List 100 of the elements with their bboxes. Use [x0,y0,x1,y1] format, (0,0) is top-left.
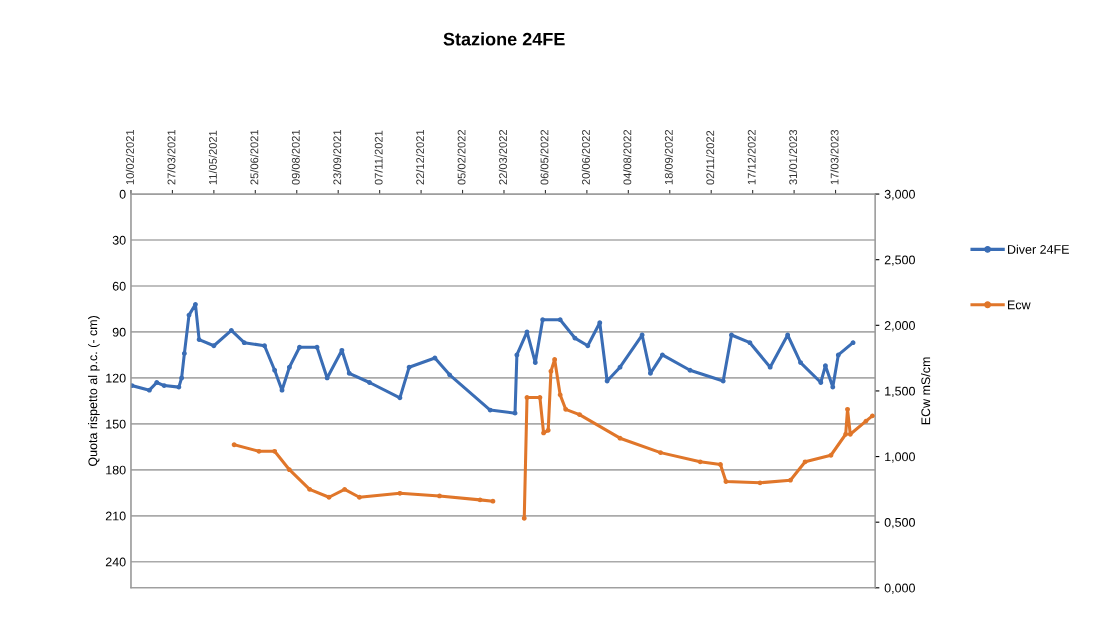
point [196,337,202,343]
point [241,340,247,346]
point [659,352,665,358]
x-tick-label: 07/11/2021 [374,130,383,185]
x-tick-label: 06/05/2022 [540,129,549,185]
y-tick-label: 240 [105,557,126,567]
y-tick-label: 180 [106,465,126,475]
x-tick-label: 27/03/2021 [167,129,176,185]
point [346,370,352,376]
y2-tick-label: 0,000 [884,583,915,594]
point [639,332,645,338]
point [524,395,530,400]
point [286,467,292,473]
point [211,343,217,349]
point [512,410,518,416]
y-axis-title: Quota rispetto al p.c. (- cm) [88,315,100,467]
point [307,486,313,492]
x-tick-label: 18/09/2022 [664,129,673,185]
point [572,335,578,341]
x-tick-label: 17/12/2022 [747,129,756,185]
point [532,360,538,366]
x-tick-label: 05/02/2022 [457,129,466,185]
point [830,384,836,390]
point [540,317,546,323]
point [869,413,875,419]
point [828,452,834,458]
point [231,442,237,448]
point [822,363,828,369]
point [697,459,703,465]
point [647,370,653,376]
point [176,384,182,390]
point [720,378,726,384]
point [785,332,791,338]
legend-label: Diver 24FE [1008,244,1069,254]
point [850,340,856,346]
point [356,494,362,500]
y-tick-label: 30 [112,235,126,245]
point [552,357,558,362]
y2-tick-label: 2,000 [884,321,915,332]
y-tick-label: 150 [106,419,126,429]
point [723,479,729,484]
y-tick-label: 120 [106,373,126,383]
x-tick-label: 22/12/2021 [415,129,425,185]
y-tick-label: 0 [119,189,126,199]
point [314,344,320,350]
point [342,486,348,492]
point [406,364,412,370]
point [490,498,496,504]
point [847,431,853,437]
x-tick-label: 02/11/2022 [706,130,715,185]
point [181,350,187,356]
legend-label: Ecw [1008,300,1031,310]
point [617,364,623,370]
x-tick-label: 11/05/2021 [208,130,217,185]
x-tick-label: 31/01/2023 [788,129,798,185]
point [863,418,869,424]
point [537,395,543,400]
point [146,387,152,393]
point [186,312,192,318]
point [835,352,841,358]
point [524,329,530,335]
point [545,427,551,433]
point [729,332,734,338]
point [563,406,569,412]
point [818,380,824,385]
y2-tick-label: 1,500 [885,386,915,398]
point [272,367,278,373]
point [256,448,262,454]
point [757,480,763,486]
point [397,490,403,496]
y2-tick-label: 2,500 [884,255,915,266]
point [437,493,442,499]
point [367,380,372,385]
point [447,372,453,378]
point [161,383,167,389]
point [548,368,554,374]
y2-tick-label: 3,000 [884,189,915,201]
y-tick-label: 60 [112,281,126,291]
y-tick-label: 90 [112,327,126,337]
x-tick-label: 10/02/2021 [125,129,134,185]
x-tick-label: 25/06/2021 [250,129,259,185]
point [687,367,693,373]
point [397,395,403,401]
point [604,378,610,384]
point [798,360,803,366]
point [154,380,160,385]
point [272,448,278,454]
point [477,497,483,503]
x-tick-label: 20/06/2022 [581,129,590,185]
point [286,364,292,370]
point [843,431,849,437]
point [432,355,438,361]
point [262,343,267,349]
y2-tick-label: 1,000 [885,452,915,463]
point [585,343,591,349]
point [179,375,185,381]
x-tick-label: 22/03/2022 [498,129,507,185]
point [597,320,603,326]
x-tick-label: 09/08/2021 [291,129,300,185]
x-tick-label: 23/09/2021 [333,129,342,185]
